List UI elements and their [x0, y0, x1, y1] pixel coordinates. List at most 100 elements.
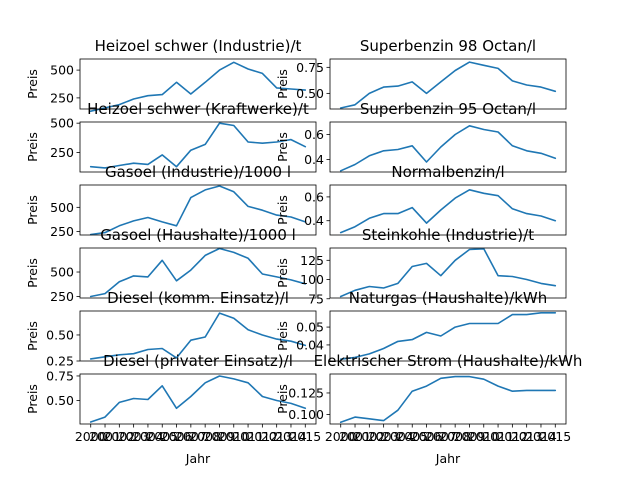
y-axis-label: Preis	[25, 384, 40, 414]
x-tick-label: 2005	[146, 429, 178, 444]
y-axis-label: Preis	[25, 258, 40, 288]
y-tick-label: 0.05	[296, 320, 324, 335]
plot-frame	[79, 247, 317, 299]
subplot-title: Steinkohle (Industrie)/t	[362, 226, 534, 244]
subplot-title: Gasoel (Haushalte)/1000 l	[100, 226, 296, 244]
y-tick-label: 0.4	[304, 152, 324, 167]
series-line	[339, 125, 557, 172]
x-tick-label: 2010	[468, 429, 500, 444]
subplot-6: 0.4 0.6 Normalbenzin/l Preis	[275, 163, 567, 236]
plot-frame	[329, 247, 567, 299]
subplot-title: Diesel (komm. Einsatz)/l	[107, 289, 289, 307]
y-tick-label: 0.25	[46, 354, 74, 369]
x-tick-label: 2004	[132, 429, 164, 444]
subplot-title: Heizoel schwer (Kraftwerke)/t	[87, 100, 309, 118]
x-axis-label: Jahr	[435, 451, 461, 466]
y-tick-label: 500	[50, 116, 74, 131]
y-tick-label: 500	[50, 265, 74, 280]
plot-frame	[329, 310, 567, 362]
x-tick-label: 2003	[118, 429, 150, 444]
subplot-7: 250 500 Gasoel (Haushalte)/1000 l Preis	[25, 226, 317, 304]
y-axis-label: Preis	[25, 195, 40, 225]
y-axis-label: Preis	[275, 195, 290, 225]
y-tick-label: 250	[50, 289, 74, 304]
plot-frame	[329, 184, 567, 236]
y-tick-label: 250	[50, 90, 74, 105]
y-tick-label: 250	[50, 224, 74, 239]
y-tick-label: 0.4	[304, 213, 324, 228]
x-tick-label: 2003	[368, 429, 400, 444]
subplot-title: Elektrischer Strom (Haushalte)/kWh	[314, 352, 583, 370]
x-axis-label: Jahr	[185, 451, 211, 466]
subplot-10: 0.04 0.05 Naturgas (Haushalte)/kWh Preis	[275, 289, 567, 362]
x-tick-label: 2001	[89, 429, 121, 444]
y-tick-label: 0.04	[296, 337, 324, 352]
x-tick-label: 2012	[246, 429, 278, 444]
x-tick-label: 2015	[539, 429, 571, 444]
plot-frame	[329, 58, 567, 110]
x-tick-label: 2009	[454, 429, 486, 444]
x-tick-label: 2000	[325, 429, 357, 444]
x-tick-label: 2011	[232, 429, 264, 444]
x-tick-label: 2015	[289, 429, 321, 444]
y-tick-label: 0.50	[296, 86, 324, 101]
plot-frame	[79, 373, 317, 425]
subplot-title: Heizoel schwer (Industrie)/t	[95, 37, 302, 55]
x-tick-label: 2007	[425, 429, 457, 444]
y-axis-label: Preis	[25, 321, 40, 351]
x-tick-label: 2007	[175, 429, 207, 444]
plot-frame	[79, 184, 317, 236]
series-line	[339, 189, 557, 234]
x-tick-label: 2001	[339, 429, 371, 444]
plot-frame	[79, 121, 317, 173]
subplot-title: Superbenzin 95 Octan/l	[360, 100, 536, 118]
y-axis-label: Preis	[25, 69, 40, 99]
y-tick-label: 0.50	[46, 393, 74, 408]
x-tick-label: 2013	[511, 429, 543, 444]
series-line	[339, 375, 557, 424]
series-line	[339, 248, 557, 298]
y-tick-label: 0.6	[304, 127, 324, 142]
x-tick-label: 2008	[439, 429, 471, 444]
plot-frame	[79, 310, 317, 362]
x-tick-label: 2011	[482, 429, 514, 444]
x-tick-label: 2010	[218, 429, 250, 444]
subplot-4: 0.4 0.6 Superbenzin 95 Octan/l Preis	[275, 100, 567, 173]
x-tick-label: 2004	[382, 429, 414, 444]
y-tick-label: 0.100	[288, 407, 324, 422]
y-tick-label: 0.6	[304, 189, 324, 204]
x-tick-label: 2012	[496, 429, 528, 444]
x-tick-label: 2002	[353, 429, 385, 444]
subplot-3: 250 500 Heizoel schwer (Kraftwerke)/t Preis	[25, 100, 317, 173]
subplot-title: Superbenzin 98 Octan/l	[360, 37, 536, 55]
x-tick-label: 2014	[275, 429, 307, 444]
y-tick-label: 125	[300, 253, 324, 268]
plot-frame	[329, 373, 567, 425]
subplot-title: Normalbenzin/l	[391, 163, 504, 181]
x-tick-label: 2005	[396, 429, 428, 444]
x-tick-label: 2013	[261, 429, 293, 444]
plot-frame	[329, 121, 567, 173]
y-tick-label: 100	[300, 272, 324, 287]
series-line	[339, 312, 557, 360]
y-tick-label: 0.125	[288, 385, 324, 400]
series-line	[89, 61, 307, 112]
subplot-title: Diesel (privater Einsatz)/l	[103, 352, 293, 370]
y-tick-label: 0.50	[46, 327, 74, 342]
subplot-12: 0.1000.125200020022004200620082010201220…	[275, 352, 582, 466]
y-tick-label: 0.75	[46, 368, 74, 383]
series-line	[89, 375, 307, 423]
y-axis-label: Preis	[275, 384, 290, 414]
subplot-9: 0.25 0.50 Diesel (komm. Einsatz)/l Preis	[25, 289, 317, 369]
y-tick-label: 250	[50, 145, 74, 160]
subplot-title: Naturgas (Haushalte)/kWh	[349, 289, 548, 307]
series-line	[89, 122, 307, 169]
y-axis-label: Preis	[275, 321, 290, 351]
y-axis-label: Preis	[275, 69, 290, 99]
y-tick-label: 75	[308, 291, 324, 306]
series-line	[89, 185, 307, 236]
subplot-5: 250 500 Gasoel (Industrie)/1000 l Preis	[25, 163, 317, 239]
y-tick-label: 0.75	[296, 60, 324, 75]
x-tick-label: 2009	[204, 429, 236, 444]
